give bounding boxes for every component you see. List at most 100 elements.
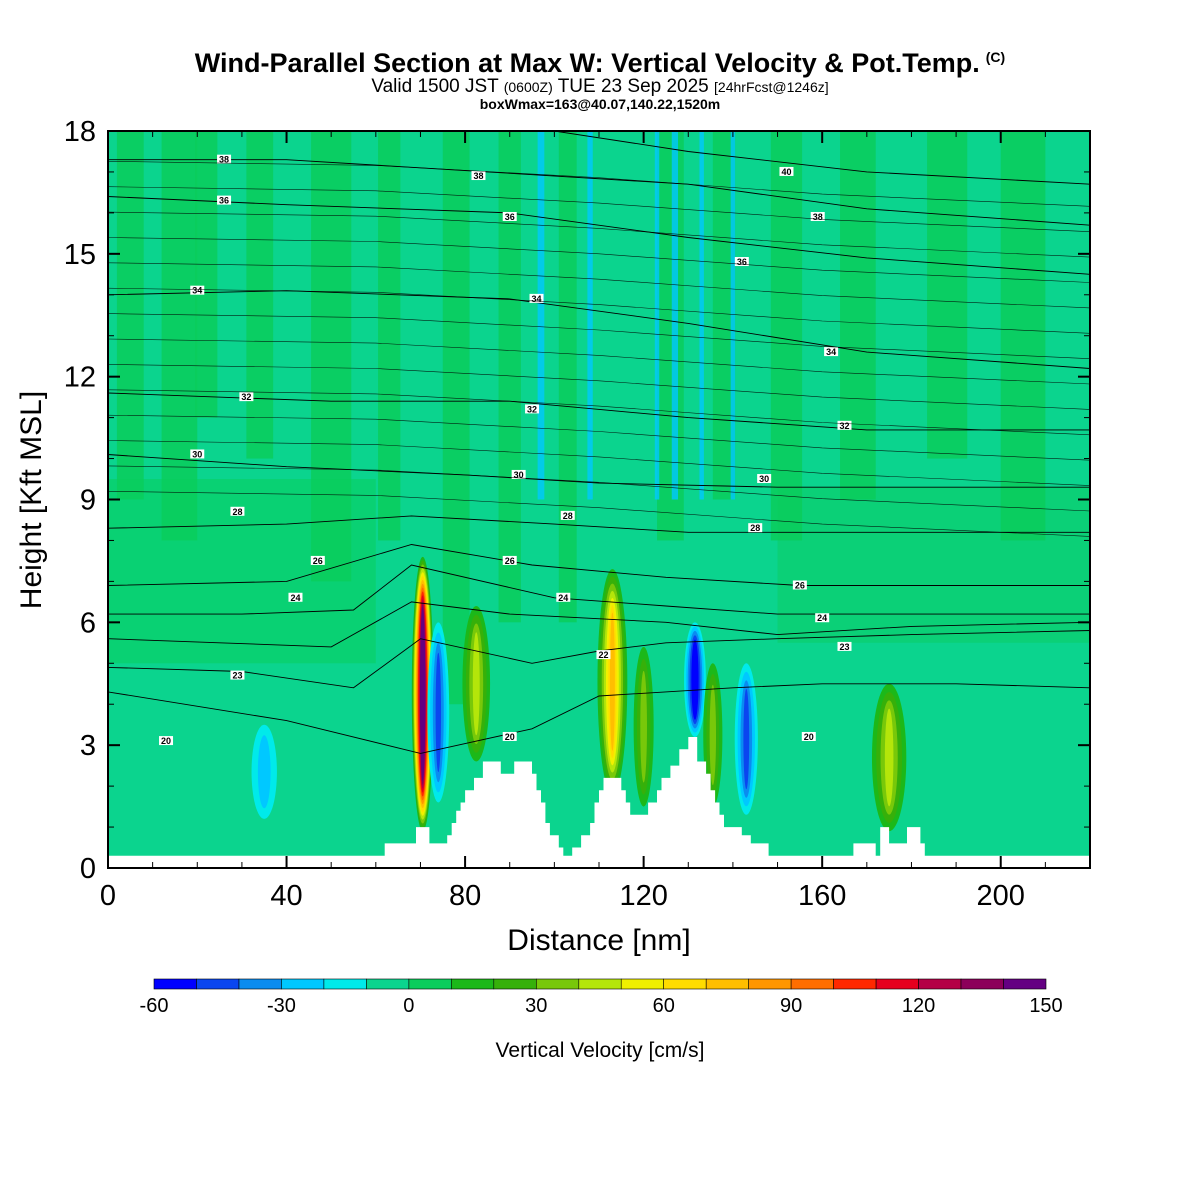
colorbar-swatch xyxy=(620,978,665,990)
weak-updraft-band xyxy=(246,131,274,459)
theta-label: 32 xyxy=(241,392,251,402)
valid-date: TUE 23 Sep 2025 xyxy=(557,76,709,97)
theta-label-bg xyxy=(815,613,830,623)
colorbar-swatch xyxy=(408,978,452,990)
colorbar-swatch xyxy=(1003,978,1047,990)
y-tick-label: 18 xyxy=(64,116,96,148)
theta-label: 23 xyxy=(839,642,849,652)
theta-contour-minor xyxy=(108,237,1090,283)
w-level xyxy=(257,735,271,809)
w-feature-downdraft-143 xyxy=(734,663,758,815)
upper-downdraft-streak xyxy=(671,131,679,500)
theta-label-bg xyxy=(757,474,772,484)
theta-contour-28 xyxy=(108,515,1090,533)
y-tick-label: 12 xyxy=(64,362,96,394)
colorbar-tick-label: -30 xyxy=(267,995,296,1017)
theta-label-bg xyxy=(779,166,794,176)
theta-label-bg xyxy=(792,580,807,590)
colorbar-swatch xyxy=(450,978,495,990)
theta-label-bg xyxy=(159,736,174,746)
theta-label-bg xyxy=(801,731,816,741)
colorbar-swatch xyxy=(918,978,962,990)
theta-label-bg xyxy=(217,154,232,164)
w-feature-updraft-70 xyxy=(411,556,434,832)
weak-updraft-band xyxy=(498,131,521,623)
valid-time: Valid 1500 JST (0600Z) TUE 23 Sep 2025 [… xyxy=(0,76,1200,97)
weak-updraft-band xyxy=(927,131,968,459)
theta-label-bg xyxy=(529,293,544,303)
colorbar-swatch xyxy=(960,978,1004,990)
w-feature-updraft-175 xyxy=(871,683,907,832)
theta-label: 26 xyxy=(505,556,515,566)
x-axis-title: Distance [nm] xyxy=(507,924,690,957)
w-level xyxy=(609,612,615,751)
y-tick-label: 9 xyxy=(80,485,96,517)
theta-label: 34 xyxy=(826,347,836,357)
theta-label: 36 xyxy=(737,257,747,267)
w-feature-updraft-113 xyxy=(597,569,628,795)
theta-label-bg xyxy=(471,171,486,181)
w-level xyxy=(743,688,750,790)
theta-label: 30 xyxy=(192,449,202,459)
weak-updraft-band xyxy=(777,487,1090,643)
theta-label: 26 xyxy=(313,556,323,566)
theta-contour-40 xyxy=(554,131,1090,185)
theta-label: 23 xyxy=(232,671,242,681)
colorbar-tick-label: 120 xyxy=(902,995,935,1017)
upper-downdraft-streak xyxy=(587,131,593,500)
x-tick-label: 0 xyxy=(100,880,116,912)
theta-label: 36 xyxy=(219,196,229,206)
colorbar-title: Vertical Velocity [cm/s] xyxy=(496,1039,705,1062)
theta-label: 20 xyxy=(804,732,814,742)
w-feature-downdraft-131 xyxy=(684,622,706,737)
theta-label-bg xyxy=(511,469,526,479)
theta-label: 32 xyxy=(527,404,537,414)
w-level xyxy=(640,670,647,783)
theta-label: 22 xyxy=(598,650,608,660)
theta-label: 24 xyxy=(558,593,568,603)
colorbar-swatch xyxy=(196,978,240,990)
x-tick-label: 120 xyxy=(619,880,667,912)
theta-label-bg xyxy=(190,285,205,295)
weak-updraft-band xyxy=(442,131,470,705)
theta-label: 28 xyxy=(563,511,573,521)
w-level xyxy=(420,614,426,774)
y-axis-title: Height [Kft MSL] xyxy=(15,391,48,609)
y-tick-label: 3 xyxy=(80,730,96,762)
theta-label-bg xyxy=(310,555,325,565)
weak-updraft-band xyxy=(1000,131,1046,541)
theta-contour-32 xyxy=(108,392,1090,431)
theta-label-bg xyxy=(824,347,839,357)
theta-contour-minor xyxy=(108,313,1090,359)
theta-label: 38 xyxy=(473,171,483,181)
theta-label-bg xyxy=(288,592,303,602)
w-feature-downdraft-35 xyxy=(251,724,277,819)
colorbar-tick-label: -60 xyxy=(140,995,169,1017)
theta-contour-20 xyxy=(108,683,1090,754)
colorbar: -60 -30 0 30 60 90 120 150 xyxy=(140,978,1063,1017)
colorbar-tick-label: 0 xyxy=(403,995,414,1017)
colorbar-tick-label: 150 xyxy=(1029,995,1062,1017)
x-tick-label: 80 xyxy=(449,880,481,912)
theta-label: 26 xyxy=(795,580,805,590)
colorbar-swatch xyxy=(153,978,197,990)
forecast-info: [24hrFcst@1246z] xyxy=(714,79,829,95)
theta-label: 40 xyxy=(781,167,791,177)
colorbar-swatch xyxy=(281,978,325,990)
weak-updraft-band xyxy=(712,131,736,500)
y-tick-label: 0 xyxy=(80,853,96,885)
w-level xyxy=(709,684,717,786)
theta-contour-36 xyxy=(108,196,1090,275)
colorbar-swatch xyxy=(323,978,367,990)
theta-label-bg xyxy=(556,592,571,602)
theta-contour-minor xyxy=(108,262,1090,309)
theta-label: 32 xyxy=(839,421,849,431)
w-feature-downdraft-74 xyxy=(427,622,450,803)
theta-contour-minor xyxy=(108,465,1090,512)
theta-label: 30 xyxy=(514,470,524,480)
terrain-profile xyxy=(108,737,1090,868)
colorbar-swatch xyxy=(790,978,834,990)
w-level xyxy=(435,652,442,773)
